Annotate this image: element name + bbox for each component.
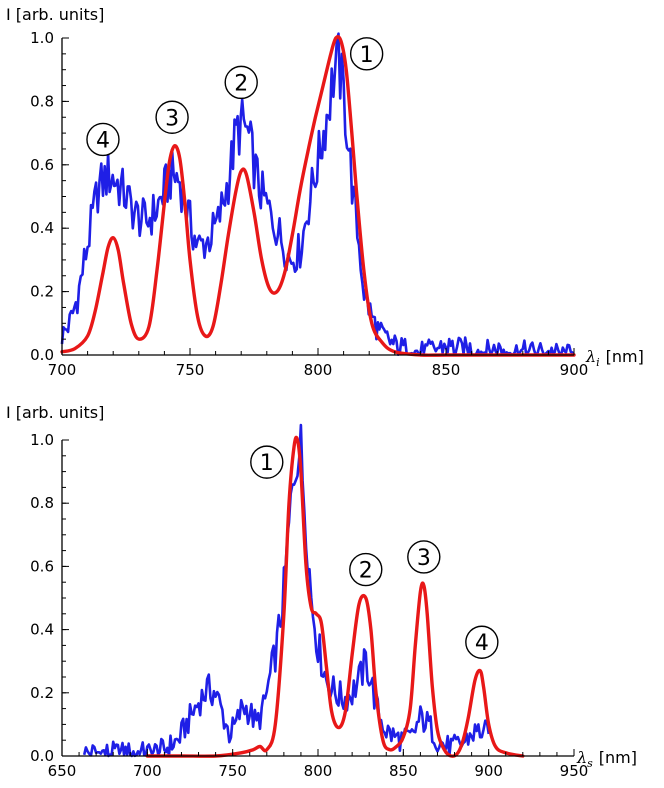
- bottom-xlabel: λs [nm]: [576, 748, 637, 770]
- bottom-peak-number: 3: [417, 546, 431, 571]
- bottom-peak-circle: [465, 625, 499, 659]
- top-y-tick-label: 0.4: [30, 219, 54, 237]
- top-y-tick-label: 0.2: [30, 283, 54, 301]
- top-peak-circle: [349, 37, 384, 71]
- top-peak-label-2: 2: [224, 65, 258, 100]
- bottom-peak-number: 4: [475, 631, 489, 656]
- top-xlabel-sub: i: [596, 356, 600, 369]
- top-peak-number: 2: [234, 71, 248, 96]
- top-xlabel-symbol: λ: [585, 347, 596, 366]
- top-peak-number: 1: [360, 43, 374, 68]
- bottom-x-tick-label: 750: [218, 762, 247, 780]
- bottom-peak-circle: [349, 552, 383, 587]
- bottom-x-tick-label: 850: [389, 762, 418, 780]
- bottom-peak-label-3: 3: [407, 540, 441, 574]
- top-xlabel-unit: [nm]: [606, 347, 644, 366]
- bottom-peak-circle: [250, 445, 284, 479]
- bottom-y-tick-label: 0.2: [30, 684, 54, 702]
- top-x-tick-label: 900: [560, 361, 589, 379]
- bottom-xlabel-sub: s: [587, 757, 593, 770]
- bottom-ylabel: I [arb. units]: [6, 403, 104, 422]
- bottom-peak-circle: [407, 540, 441, 574]
- top-series-measured: [60, 32, 576, 357]
- bottom-y-tick-label: 0.8: [30, 494, 54, 512]
- bottom-peak-label-2: 2: [349, 552, 383, 587]
- top-peak-label-4: 4: [86, 122, 120, 157]
- top-chart: I [arb. units] 700 750 800 850 900 0.0 0.2 0.4 0…: [6, 5, 644, 379]
- bottom-y-tick-label: 1.0: [30, 431, 54, 449]
- bottom-chart: I [arb. units] 650 700 750 800 850 900 950 0.0 0…: [6, 403, 637, 780]
- top-y-tick-label: 0.8: [30, 92, 54, 110]
- bottom-series-simulated: [145, 435, 525, 758]
- bottom-x-tick-label: 700: [133, 762, 162, 780]
- top-x-tick-label: 850: [432, 361, 461, 379]
- bottom-y-tick-label: 0.6: [30, 557, 54, 575]
- bottom-x-tick-label: 800: [304, 762, 333, 780]
- top-peak-label-1: 1: [349, 37, 384, 71]
- top-ylabel: I [arb. units]: [6, 5, 104, 24]
- bottom-peak-number: 1: [260, 451, 274, 476]
- top-series-simulated: [60, 35, 576, 357]
- bottom-x-tick-label: 900: [474, 762, 503, 780]
- top-peak-circle: [224, 65, 258, 100]
- top-y-tick-label: 0.6: [30, 156, 54, 174]
- bottom-peak-label-1: 1: [250, 445, 284, 479]
- bottom-x-tick-label: 650: [48, 762, 77, 780]
- top-y-tick-label: 0.0: [30, 346, 54, 364]
- bottom-peak-number: 2: [359, 559, 373, 584]
- bottom-xlabel-symbol: λ: [576, 748, 587, 767]
- top-x-tick-label: 800: [304, 361, 333, 379]
- top-peak-circle: [86, 122, 120, 157]
- bottom-y-tick-label: 0.0: [30, 747, 54, 765]
- top-y-tick-label: 1.0: [30, 29, 54, 47]
- bottom-xlabel-unit: [nm]: [599, 748, 637, 767]
- bottom-x-tick-label: 950: [560, 762, 589, 780]
- top-peak-circle: [155, 100, 189, 134]
- top-peak-number: 3: [165, 106, 179, 131]
- bottom-peak-label-4: 4: [465, 625, 499, 659]
- top-peak-number: 4: [96, 128, 110, 153]
- top-xlabel: λi [nm]: [585, 347, 644, 369]
- top-x-tick-label: 700: [48, 361, 77, 379]
- bottom-y-tick-label: 0.4: [30, 621, 54, 639]
- top-peak-label-3: 3: [155, 100, 189, 134]
- top-x-tick-label: 750: [176, 361, 205, 379]
